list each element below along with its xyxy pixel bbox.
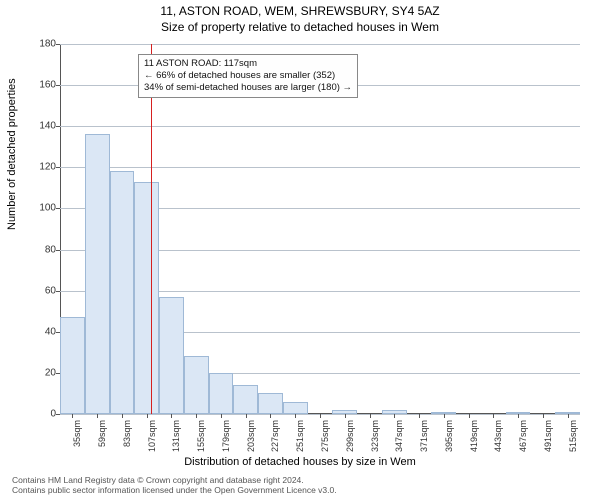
y-tick-mark xyxy=(56,126,60,127)
x-tick-mark xyxy=(72,414,73,418)
x-tick-mark xyxy=(419,414,420,418)
y-tick-label: 0 xyxy=(0,409,56,420)
plot-area xyxy=(60,44,580,414)
x-tick-mark xyxy=(469,414,470,418)
x-tick-mark xyxy=(295,414,296,418)
x-tick-mark xyxy=(196,414,197,418)
x-tick-label: 251sqm xyxy=(295,420,305,460)
x-tick-label: 491sqm xyxy=(543,420,553,460)
x-tick-label: 467sqm xyxy=(518,420,528,460)
x-tick-label: 131sqm xyxy=(171,420,181,460)
x-tick-mark xyxy=(394,414,395,418)
x-tick-label: 443sqm xyxy=(493,420,503,460)
histogram-bar xyxy=(184,356,209,414)
x-tick-label: 227sqm xyxy=(270,420,280,460)
y-tick-label: 180 xyxy=(0,39,56,50)
x-tick-label: 347sqm xyxy=(394,420,404,460)
y-tick-mark xyxy=(56,414,60,415)
x-tick-label: 371sqm xyxy=(419,420,429,460)
x-axis-label: Distribution of detached houses by size … xyxy=(0,456,600,468)
x-tick-mark xyxy=(568,414,569,418)
annotation-line-3: 34% of semi-detached houses are larger (… xyxy=(144,82,352,94)
histogram-bar xyxy=(258,393,283,414)
x-tick-mark xyxy=(221,414,222,418)
credit-line-1: Contains HM Land Registry data © Crown c… xyxy=(12,475,337,486)
x-tick-label: 515sqm xyxy=(568,420,578,460)
y-tick-label: 100 xyxy=(0,203,56,214)
x-tick-label: 275sqm xyxy=(320,420,330,460)
x-tick-label: 323sqm xyxy=(370,420,380,460)
x-tick-mark xyxy=(147,414,148,418)
y-tick-mark xyxy=(56,44,60,45)
x-tick-mark xyxy=(270,414,271,418)
x-tick-label: 35sqm xyxy=(72,420,82,460)
y-tick-mark xyxy=(56,250,60,251)
y-tick-mark xyxy=(56,291,60,292)
x-tick-mark xyxy=(97,414,98,418)
marker-line xyxy=(151,44,152,414)
x-tick-mark xyxy=(320,414,321,418)
histogram-bar xyxy=(85,134,110,414)
x-tick-label: 299sqm xyxy=(345,420,355,460)
x-tick-label: 83sqm xyxy=(122,420,132,460)
gridline xyxy=(60,167,580,168)
gridline xyxy=(60,44,580,45)
x-tick-mark xyxy=(122,414,123,418)
title-address: 11, ASTON ROAD, WEM, SHREWSBURY, SY4 5AZ xyxy=(0,4,600,18)
x-tick-mark xyxy=(493,414,494,418)
x-tick-label: 179sqm xyxy=(221,420,231,460)
y-tick-mark xyxy=(56,85,60,86)
chart-container: { "titles": { "line1": "11, ASTON ROAD, … xyxy=(0,0,600,500)
y-tick-label: 20 xyxy=(0,367,56,378)
y-tick-mark xyxy=(56,167,60,168)
histogram-bar xyxy=(60,317,85,414)
x-tick-mark xyxy=(543,414,544,418)
x-tick-label: 59sqm xyxy=(97,420,107,460)
y-tick-label: 160 xyxy=(0,80,56,91)
histogram-bar xyxy=(134,182,159,414)
y-tick-label: 80 xyxy=(0,244,56,255)
histogram-bar xyxy=(233,385,258,414)
x-tick-mark xyxy=(370,414,371,418)
y-tick-label: 140 xyxy=(0,121,56,132)
annotation-line-1: 11 ASTON ROAD: 117sqm xyxy=(144,58,352,70)
credit-line-2: Contains public sector information licen… xyxy=(12,485,337,496)
y-tick-label: 120 xyxy=(0,162,56,173)
gridline xyxy=(60,126,580,127)
x-tick-label: 155sqm xyxy=(196,420,206,460)
x-tick-mark xyxy=(345,414,346,418)
x-tick-label: 107sqm xyxy=(147,420,157,460)
x-tick-label: 203sqm xyxy=(246,420,256,460)
histogram-bar xyxy=(159,297,184,414)
annotation-box: 11 ASTON ROAD: 117sqm ← 66% of detached … xyxy=(138,54,358,98)
x-tick-mark xyxy=(518,414,519,418)
x-tick-mark xyxy=(444,414,445,418)
y-tick-mark xyxy=(56,208,60,209)
x-tick-mark xyxy=(171,414,172,418)
credits: Contains HM Land Registry data © Crown c… xyxy=(12,475,337,496)
histogram-bar xyxy=(209,373,234,414)
histogram-bar xyxy=(283,402,308,414)
annotation-line-2: ← 66% of detached houses are smaller (35… xyxy=(144,70,352,82)
title-subtitle: Size of property relative to detached ho… xyxy=(0,20,600,34)
x-tick-mark xyxy=(246,414,247,418)
y-tick-label: 40 xyxy=(0,326,56,337)
x-tick-label: 419sqm xyxy=(469,420,479,460)
histogram-bar xyxy=(110,171,135,414)
y-tick-label: 60 xyxy=(0,285,56,296)
x-tick-label: 395sqm xyxy=(444,420,454,460)
